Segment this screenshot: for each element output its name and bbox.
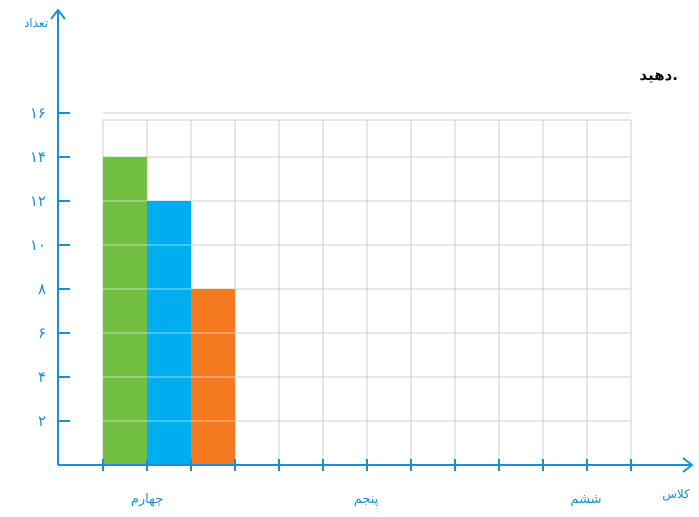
x-category-label: چهارم bbox=[131, 492, 163, 507]
y-axis-title: تعداد bbox=[24, 16, 48, 30]
labels: تعداد کلاس دهید. bbox=[24, 16, 690, 502]
y-axis-arrow bbox=[50, 8, 66, 20]
y-tick-label: ۶ bbox=[38, 324, 46, 342]
y-tick-label: ۱۶ bbox=[30, 104, 46, 122]
y-tick-label: ۱۴ bbox=[30, 148, 46, 166]
y-tick-label: ۱۰ bbox=[30, 236, 46, 254]
x-category-label: پنجم bbox=[354, 492, 379, 507]
y-tick-label: ۲ bbox=[38, 412, 46, 430]
bars bbox=[103, 157, 235, 465]
y-tick-label: ۱۲ bbox=[30, 192, 46, 210]
x-category-label: ششم bbox=[570, 492, 601, 507]
x-axis-title: کلاس bbox=[662, 487, 690, 502]
instruction-text: دهید. bbox=[639, 66, 678, 84]
grid bbox=[102, 112, 632, 465]
y-tick-label: ۸ bbox=[38, 280, 46, 298]
axes bbox=[50, 8, 694, 473]
ticks: ۲ ۴ ۶ ۸ ۱۰ ۱۲ ۱۴ ۱۶ چهارم پنجم ششم bbox=[30, 104, 632, 507]
bar-1 bbox=[103, 157, 147, 465]
x-axis-arrow bbox=[682, 457, 694, 473]
y-tick-label: ۴ bbox=[38, 368, 46, 386]
